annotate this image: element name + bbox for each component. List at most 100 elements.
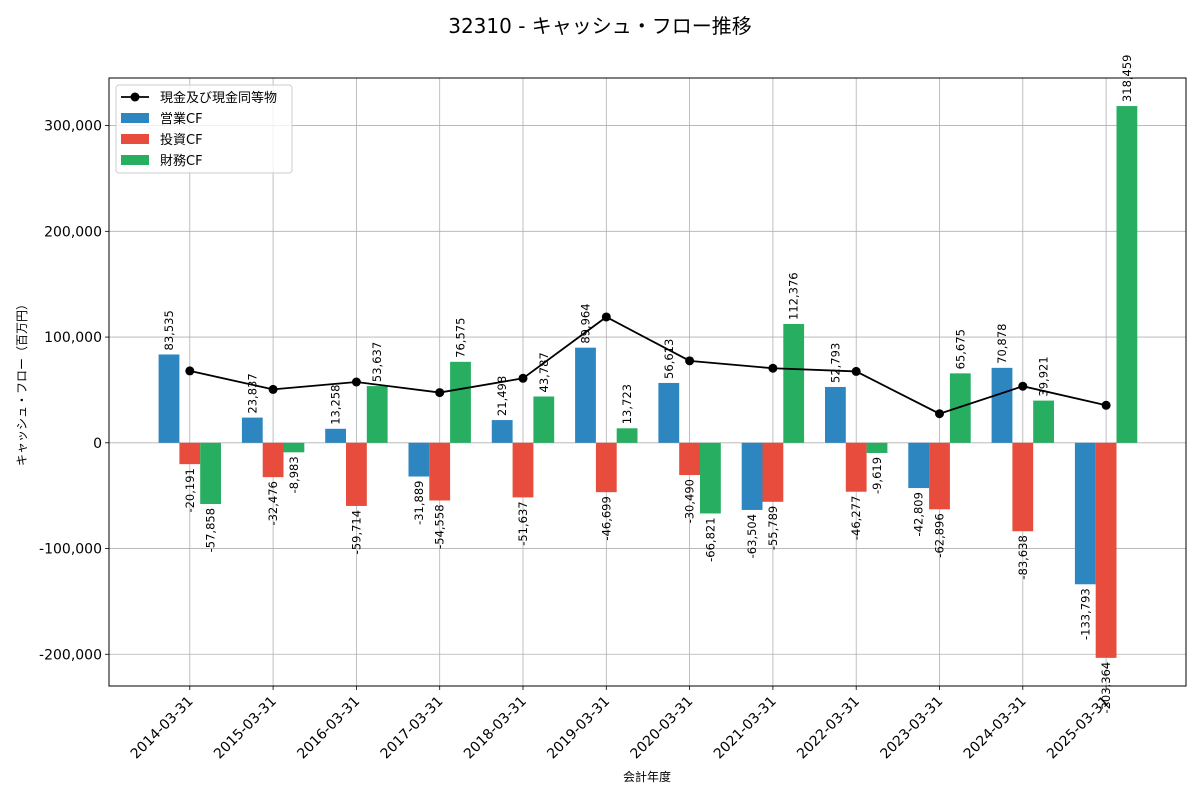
bar bbox=[658, 382, 680, 443]
cash-point bbox=[185, 366, 195, 376]
bar-value-label: 65,675 bbox=[953, 329, 967, 369]
x-tick-label: 2018-03-31 bbox=[461, 694, 530, 763]
x-axis-label: 会計年度 bbox=[623, 769, 671, 784]
bar bbox=[1116, 106, 1138, 443]
y-tick-label: -100,000 bbox=[39, 542, 102, 558]
x-tick-label: 2023-03-31 bbox=[877, 694, 946, 763]
cash-point bbox=[435, 388, 445, 398]
bar bbox=[512, 442, 534, 498]
bar bbox=[408, 442, 430, 477]
x-tick-label: 2024-03-31 bbox=[961, 694, 1030, 763]
bar bbox=[262, 442, 284, 478]
bar bbox=[491, 420, 513, 443]
bar bbox=[679, 442, 700, 476]
bar-value-label: -62,896 bbox=[933, 513, 947, 557]
legend-swatch bbox=[121, 155, 149, 165]
cash-point bbox=[685, 356, 695, 366]
bar-value-label: -46,699 bbox=[599, 496, 613, 540]
bar-value-label: 13,723 bbox=[620, 384, 634, 424]
bar bbox=[825, 386, 846, 443]
cash-point bbox=[268, 384, 278, 394]
legend-label: 投資CF bbox=[160, 132, 203, 148]
x-tick-label: 2015-03-31 bbox=[211, 694, 280, 763]
bar-value-label: 56,613 bbox=[662, 339, 676, 379]
bar-value-label: -46,277 bbox=[849, 496, 863, 540]
bar-value-label: 23,837 bbox=[245, 373, 259, 413]
cash-point bbox=[518, 373, 528, 383]
bar bbox=[908, 442, 930, 489]
y-tick-label: 100,000 bbox=[44, 330, 102, 346]
bar-value-label: -30,490 bbox=[683, 479, 697, 523]
y-tick-label: 200,000 bbox=[44, 224, 102, 240]
bar-value-label: -83,638 bbox=[1016, 535, 1030, 579]
bar-value-label: -31,889 bbox=[412, 481, 426, 525]
bar bbox=[866, 442, 888, 453]
bar-value-label: 70,878 bbox=[995, 324, 1009, 364]
bar-value-label: 39,921 bbox=[1037, 356, 1051, 396]
bar-value-label: -66,821 bbox=[703, 517, 717, 561]
bar-value-label: -57,858 bbox=[204, 508, 218, 552]
bar-value-label: 89,964 bbox=[579, 303, 593, 343]
bar bbox=[366, 386, 388, 443]
cash-point bbox=[851, 366, 861, 376]
bar bbox=[575, 347, 596, 443]
bar-value-label: -55,789 bbox=[766, 506, 780, 550]
bar bbox=[1095, 442, 1117, 658]
bars bbox=[158, 106, 1138, 658]
bar-value-label: -54,558 bbox=[433, 504, 447, 548]
bar bbox=[949, 373, 971, 443]
cash-point bbox=[1101, 400, 1111, 410]
y-tick-label: -200,000 bbox=[39, 647, 102, 663]
cash-point bbox=[601, 312, 611, 322]
bar-value-label: 53,637 bbox=[370, 342, 384, 382]
bar bbox=[325, 428, 346, 443]
legend-label: 財務CF bbox=[160, 154, 203, 169]
bar-value-label: -63,504 bbox=[745, 514, 759, 558]
chart-title: 32310 - キャッシュ・フロー推移 bbox=[448, 14, 752, 38]
bar bbox=[450, 361, 471, 443]
x-tick-label: 2022-03-31 bbox=[794, 694, 863, 763]
bar bbox=[429, 442, 451, 501]
bar-value-label: 52,793 bbox=[828, 343, 842, 383]
bar-value-label: 83,535 bbox=[162, 310, 176, 350]
legend-swatch bbox=[121, 113, 149, 123]
bar bbox=[1033, 400, 1054, 443]
bar bbox=[179, 442, 201, 465]
bar-value-label: -8,983 bbox=[287, 456, 301, 493]
bar-value-label: -20,191 bbox=[183, 468, 197, 512]
bar-value-label: -59,714 bbox=[349, 510, 363, 554]
bar-value-label: 21,498 bbox=[495, 376, 509, 416]
bar bbox=[991, 367, 1013, 443]
cash-point bbox=[1018, 381, 1028, 391]
x-tick-label: 2025-03-31 bbox=[1044, 694, 1113, 763]
bar bbox=[595, 442, 617, 493]
bar bbox=[783, 323, 805, 443]
bar bbox=[283, 442, 305, 453]
y-axis-label: キャッシュ・フロー（百万円） bbox=[15, 298, 29, 466]
cash-point bbox=[351, 377, 361, 387]
cash-line bbox=[185, 312, 1111, 419]
legend-swatch bbox=[121, 134, 149, 144]
y-tick-label: 300,000 bbox=[44, 119, 102, 135]
x-tick-label: 2014-03-31 bbox=[128, 694, 197, 763]
bar bbox=[200, 442, 221, 504]
bar bbox=[741, 442, 763, 510]
bar bbox=[700, 442, 721, 514]
bar-value-label: -32,476 bbox=[266, 481, 280, 525]
bar-value-label: -9,619 bbox=[870, 457, 884, 494]
x-tick-label: 2019-03-31 bbox=[544, 694, 613, 763]
bar bbox=[762, 442, 784, 502]
bar-value-label: 43,787 bbox=[537, 352, 551, 392]
bar-value-label: 112,376 bbox=[787, 272, 801, 320]
x-tick-label: 2020-03-31 bbox=[628, 694, 697, 763]
x-tick-label: 2016-03-31 bbox=[294, 694, 363, 763]
legend-label: 現金及び現金同等物 bbox=[160, 90, 277, 106]
bar-value-label: 13,258 bbox=[329, 385, 343, 425]
bar bbox=[533, 396, 555, 443]
x-tick-label: 2017-03-31 bbox=[378, 694, 447, 763]
bar-value-label: -42,809 bbox=[912, 492, 926, 536]
legend-box bbox=[115, 84, 293, 174]
